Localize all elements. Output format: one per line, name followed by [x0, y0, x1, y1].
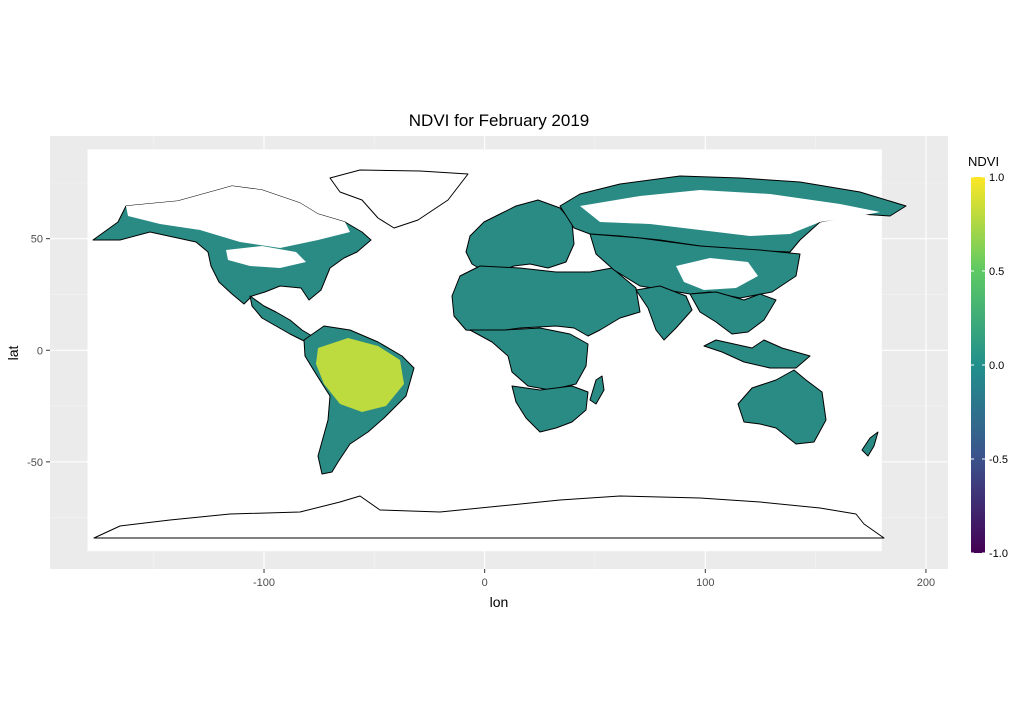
- x-tick-label: 100: [696, 577, 714, 589]
- region-madagascar: [589, 375, 605, 405]
- region-amazon-basin: [316, 338, 404, 412]
- colorbar-tick-label: 0.5: [989, 266, 1004, 278]
- y-tick-label: 0: [37, 345, 43, 357]
- ndvi-legend: NDVI 1.0 0.5 0.0 -0.5 -1.0: [968, 154, 1008, 560]
- region-greenland: [329, 169, 469, 229]
- y-tick-label: -50: [27, 457, 43, 469]
- x-axis-title: lon: [490, 594, 509, 610]
- us-midwest-snow-patch: [226, 246, 306, 268]
- legend-title: NDVI: [968, 154, 999, 169]
- colorbar-ticks: 1.0 0.5 0.0 -0.5 -1.0: [971, 172, 1008, 560]
- colorbar-tick-label: -1.0: [989, 548, 1008, 560]
- y-axis-title: lat: [5, 346, 21, 361]
- siberian-snow-patch: [580, 190, 880, 236]
- colorbar: [971, 177, 985, 553]
- region-maritime-southeast-asia: [703, 339, 811, 369]
- x-tick-label: -100: [253, 577, 275, 589]
- region-india: [635, 285, 693, 341]
- region-southeast-asia: [689, 291, 777, 335]
- canadian-snow-patch: [126, 186, 350, 248]
- region-new-zealand: [861, 431, 879, 457]
- y-tick-label: 50: [31, 234, 43, 246]
- axis-ticks: -100 0 100 200 -50 0 50: [27, 234, 935, 589]
- tibet-snow-patch: [676, 258, 758, 290]
- colorbar-tick-label: 0.0: [989, 360, 1004, 372]
- x-tick-label: 200: [917, 577, 935, 589]
- region-antarctica: [93, 495, 885, 539]
- chart-title: NDVI for February 2019: [409, 111, 589, 130]
- colorbar-tick-label: 1.0: [989, 172, 1004, 184]
- region-southern-africa: [511, 385, 589, 433]
- x-tick-label: 0: [482, 577, 488, 589]
- colorbar-tick-label: -0.5: [989, 454, 1008, 466]
- region-australia: [737, 369, 827, 445]
- region-central-africa: [469, 327, 589, 391]
- landmass-layer: [92, 169, 907, 539]
